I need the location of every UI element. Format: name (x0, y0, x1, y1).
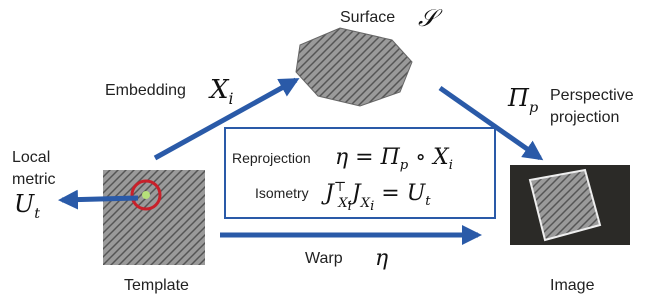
surface-symbol: 𝒮 (418, 4, 443, 32)
text-part: i (449, 158, 453, 173)
warp-symbol: η (375, 246, 388, 271)
text-part: U (407, 181, 427, 206)
text-part: X (431, 145, 450, 170)
text-part: Π (507, 84, 530, 112)
template-label: Template (124, 277, 189, 294)
equation-formula: η = Πp ∘ Xi (335, 145, 453, 173)
text-part: i (229, 90, 234, 108)
projection-label: Perspective (550, 87, 634, 104)
local-metric-symbol: Ut (14, 190, 40, 222)
equation-name: Isometry (255, 185, 309, 201)
text-part: η = (335, 145, 381, 170)
text-part: X (208, 75, 230, 105)
projection-label: projection (550, 109, 619, 126)
text-part: p (529, 100, 538, 116)
text-part: X (337, 196, 348, 211)
local-metric-label: metric (12, 171, 56, 188)
warp-label: Warp (305, 250, 343, 267)
surface-label: Surface (340, 9, 395, 26)
projection-symbol: Πp (507, 84, 538, 116)
local-metric-label: Local (12, 149, 50, 166)
text-part: ⊤ (334, 180, 346, 195)
equation-name: Reprojection (232, 150, 311, 166)
text-part: t (34, 206, 40, 222)
text-part: Π (380, 145, 401, 170)
diagram: Surface 𝒮 Embedding Xi Πp Perspective pr… (0, 0, 672, 299)
text-part: ∘ (408, 145, 433, 170)
text-part: X (360, 196, 371, 211)
local-point (142, 191, 150, 199)
image-label: Image (550, 277, 595, 294)
embedding-symbol: Xi (208, 75, 234, 108)
text-part: t (425, 194, 431, 209)
embedding-label: Embedding (105, 82, 186, 99)
text-part: U (14, 190, 35, 218)
surface-image (296, 28, 412, 106)
text-part: = (374, 181, 406, 206)
local-metric-arrow (62, 198, 138, 200)
